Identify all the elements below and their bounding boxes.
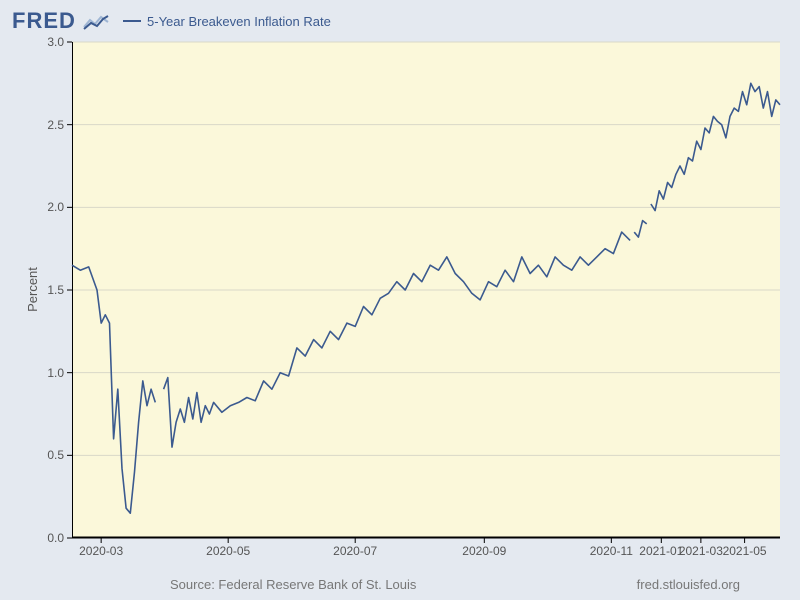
y-tick-label: 3.0	[24, 35, 64, 49]
y-tick-label: 1.5	[24, 283, 64, 297]
y-tick-label: 0.0	[24, 531, 64, 545]
x-tick-label: 2020-07	[333, 544, 377, 558]
fred-logo: FRED	[12, 8, 109, 34]
source-text: Source: Federal Reserve Bank of St. Loui…	[170, 577, 416, 592]
chart-plot	[72, 42, 780, 538]
y-tick-label: 2.0	[24, 200, 64, 214]
x-tick-label: 2021-01	[639, 544, 683, 558]
y-tick-label: 2.5	[24, 118, 64, 132]
fred-logo-text: FRED	[12, 8, 76, 33]
fred-chart-icon	[83, 14, 109, 30]
chart-legend: 5-Year Breakeven Inflation Rate	[123, 14, 331, 29]
x-tick-label: 2021-05	[723, 544, 767, 558]
chart-header: FRED 5-Year Breakeven Inflation Rate	[12, 8, 331, 34]
x-tick-label: 2020-09	[462, 544, 506, 558]
legend-label: 5-Year Breakeven Inflation Rate	[147, 14, 331, 29]
site-text: fred.stlouisfed.org	[637, 577, 740, 592]
y-tick-label: 1.0	[24, 366, 64, 380]
x-tick-label: 2020-03	[79, 544, 123, 558]
x-tick-label: 2021-03	[679, 544, 723, 558]
x-tick-label: 2020-05	[206, 544, 250, 558]
x-tick-label: 2020-11	[590, 544, 633, 558]
legend-swatch	[123, 20, 141, 22]
chart-footer: Source: Federal Reserve Bank of St. Loui…	[0, 577, 800, 592]
y-tick-label: 0.5	[24, 448, 64, 462]
